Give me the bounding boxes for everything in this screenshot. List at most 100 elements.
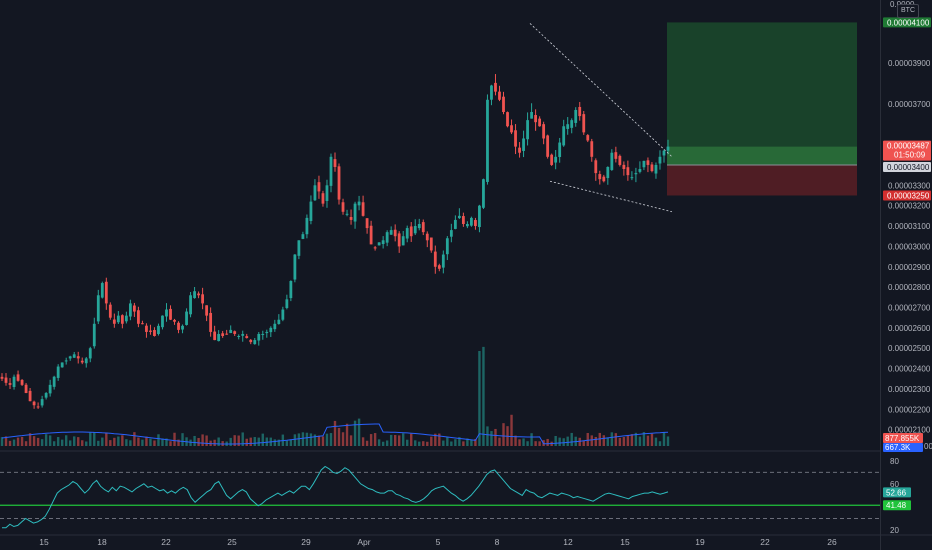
rsi-pane	[0, 465, 880, 529]
candle-body	[32, 401, 36, 406]
volume-bar	[666, 436, 670, 446]
volume-bar	[365, 440, 369, 446]
candle-body	[56, 366, 60, 378]
stop-zone	[667, 164, 857, 196]
price-axis[interactable]: 0.00003900 0.00003700 0.00003300 0.00003200…	[888, 59, 931, 535]
volume-bar	[526, 441, 529, 446]
candle-body	[658, 156, 662, 164]
candle-body	[257, 333, 261, 341]
price-tick-label: 0.00002600	[888, 324, 931, 333]
candle-body	[281, 309, 285, 320]
volume-bar	[52, 441, 56, 446]
candle-body	[590, 141, 594, 157]
candle-body	[313, 185, 317, 201]
candle-body	[261, 333, 265, 335]
volume-bar	[410, 433, 413, 446]
candle-body	[120, 315, 124, 324]
volume-bar	[345, 423, 349, 446]
candle-body	[610, 152, 614, 170]
candle-body	[205, 305, 209, 316]
candle-body	[64, 360, 68, 362]
target-price-label-bg	[883, 17, 931, 28]
volume-bar	[610, 432, 614, 446]
candle-body	[249, 339, 253, 343]
candle-body	[8, 383, 12, 385]
volume-bar	[606, 437, 610, 446]
volume-bar	[490, 431, 493, 446]
candle-body	[437, 265, 441, 269]
time-axis[interactable]: 15 18 22 25 29 Apr 5 8 12 15 19 22 26	[39, 537, 837, 547]
volume-bars	[0, 346, 670, 446]
candle-body	[132, 305, 136, 312]
volume-bar	[650, 433, 654, 446]
volume-bar	[373, 433, 377, 446]
candle-body	[273, 323, 277, 330]
volume-bar	[157, 434, 160, 446]
volume-bar	[305, 432, 309, 446]
quote-currency-badge[interactable]: BTC	[897, 4, 919, 18]
candle-body	[297, 240, 301, 256]
candle-body	[337, 166, 341, 200]
volume-bar	[177, 439, 180, 446]
volume-bar	[0, 437, 4, 446]
countdown-label: 01:50:09	[894, 151, 926, 160]
candle-body	[441, 254, 445, 268]
candle-body	[177, 322, 180, 330]
candle-body	[241, 333, 245, 336]
candle-body	[68, 356, 72, 359]
candle-body	[293, 254, 297, 280]
candle-body	[409, 226, 413, 237]
volume-bar	[578, 437, 581, 446]
volume-bar	[418, 441, 421, 446]
falling-wedge-drawing[interactable]	[529, 23, 673, 213]
volume-bar	[438, 433, 441, 446]
candle-body	[217, 333, 221, 342]
volume-ma-value-label: 667.3K	[885, 443, 911, 452]
candle-body	[305, 217, 309, 235]
candle-body	[502, 96, 505, 112]
candle-body	[213, 331, 217, 341]
candle-body	[498, 91, 501, 100]
candle-body	[72, 354, 76, 358]
volume-bar	[165, 438, 168, 446]
candle-body	[393, 229, 397, 237]
candle-body	[141, 323, 144, 325]
volume-bar	[618, 437, 622, 446]
volume-bar	[534, 441, 537, 446]
volume-bar	[393, 435, 397, 446]
candle-body	[666, 146, 670, 151]
volume-bar	[361, 437, 365, 446]
candle-body	[650, 164, 654, 172]
volume-bar	[582, 440, 585, 446]
candle-body	[361, 202, 365, 216]
candle-body	[221, 333, 225, 336]
volume-bar	[442, 440, 445, 446]
volume-bar	[285, 440, 289, 446]
candle-body	[157, 325, 160, 334]
volume-bar	[113, 437, 116, 446]
candle-body	[449, 230, 453, 237]
date-tick-label: Apr	[357, 537, 370, 547]
candle-body	[401, 236, 405, 246]
volume-bar	[40, 439, 44, 446]
volume-bar	[8, 440, 12, 446]
volume-bar	[181, 433, 184, 446]
volume-bar	[56, 437, 60, 446]
volume-bar	[28, 433, 32, 446]
candle-body	[60, 362, 64, 368]
volume-bar	[510, 414, 513, 446]
price-tick-label: 0.00002100	[888, 426, 931, 435]
date-tick-label: 25	[227, 537, 237, 547]
volume-bar	[389, 434, 393, 446]
volume-bar	[369, 434, 373, 446]
long-position-tool[interactable]	[667, 22, 857, 196]
volume-bar	[253, 437, 256, 446]
volume-bar	[381, 441, 385, 446]
candle-body	[161, 315, 164, 328]
volume-value-label: 877.855K	[885, 434, 920, 443]
candle-body	[76, 356, 80, 359]
volume-bar	[213, 439, 216, 446]
candle-body	[566, 124, 570, 129]
